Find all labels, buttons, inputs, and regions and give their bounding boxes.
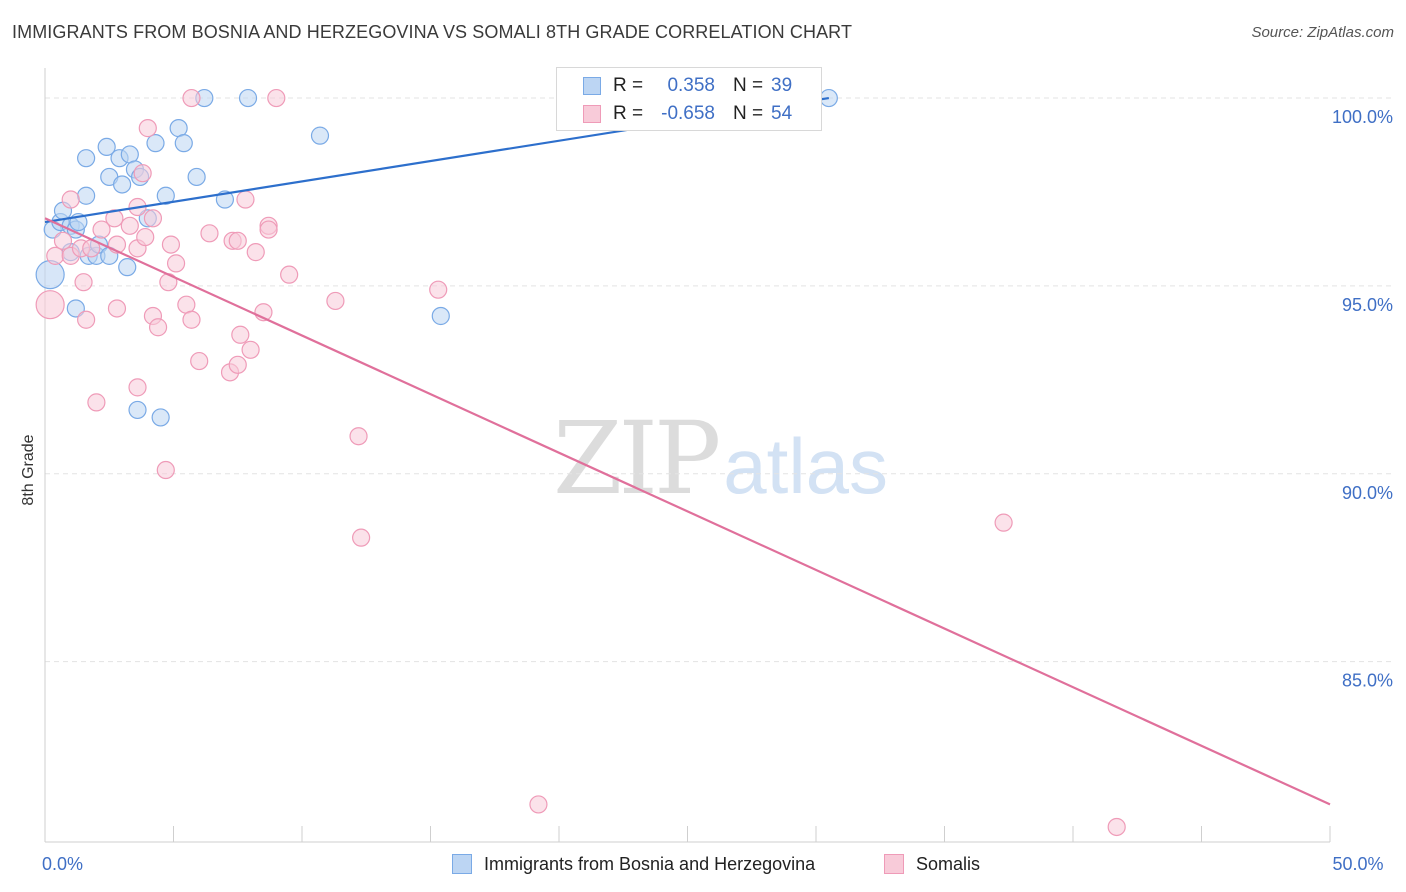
legend-label-somalis: Somalis (916, 854, 981, 874)
point-bosnia (112, 175, 132, 194)
point-somalis (133, 164, 152, 183)
point-somalis (107, 299, 127, 318)
tick-label-layer: 100.0% 95.0% 90.0% 85.0% 0.0% 50.0% (42, 107, 1393, 874)
stats-row-bosnia: R = 0.358 N = 39 (557, 72, 821, 100)
point-somalis (1107, 817, 1126, 837)
point-somalis (231, 325, 250, 344)
point-somalis (182, 310, 201, 329)
point-somalis (105, 209, 124, 228)
point-bosnia (118, 258, 137, 277)
trend-line-somalis (44, 217, 1331, 806)
point-somalis (46, 246, 65, 265)
point-bosnia (156, 186, 175, 205)
point-bosnia (174, 134, 193, 153)
point-somalis (128, 378, 147, 397)
n-label: N = (733, 75, 764, 96)
point-bosnia (431, 306, 450, 326)
point-somalis (156, 460, 175, 480)
point-large-somalis (35, 290, 65, 320)
chart-source: Source: ZipAtlas.com (1251, 24, 1394, 41)
r-value-bosnia: 0.358 (667, 75, 715, 96)
point-somalis (53, 231, 73, 250)
point-somalis (77, 310, 96, 329)
points-layer (35, 88, 1126, 837)
point-bosnia (151, 408, 170, 427)
point-somalis (61, 190, 80, 209)
point-somalis (143, 209, 163, 228)
point-bosnia (77, 149, 96, 168)
grid-layer (45, 97, 1395, 663)
point-somalis (236, 190, 255, 209)
point-somalis (352, 528, 371, 547)
point-somalis (241, 340, 260, 359)
point-bosnia (187, 167, 206, 187)
point-somalis (349, 427, 368, 446)
n-label: N = (733, 103, 764, 124)
point-somalis (148, 318, 168, 337)
r-label: R = (613, 103, 644, 124)
point-somalis (87, 393, 106, 412)
point-somalis (190, 351, 209, 371)
stats-swatch-somalis (583, 105, 601, 123)
point-somalis (161, 235, 181, 254)
point-bosnia (77, 186, 96, 205)
stats-row-somalis: R = -0.658 N = 54 (557, 100, 821, 128)
point-somalis (994, 513, 1013, 532)
n-value-bosnia: 39 (771, 75, 793, 96)
point-somalis (177, 295, 196, 314)
legend-swatch-bosnia (452, 854, 472, 874)
x-tick-label: 0.0% (42, 854, 83, 874)
point-somalis (259, 220, 278, 239)
point-large-bosnia (35, 260, 65, 290)
y-tick-label: 95.0% (1342, 295, 1393, 315)
correlation-stats-box: R = 0.358 N = 39 R = -0.658 N = 54 (556, 67, 822, 131)
point-bosnia (169, 119, 188, 138)
stats-swatch-bosnia (583, 77, 601, 95)
r-label: R = (613, 75, 644, 96)
point-somalis (228, 355, 247, 374)
legend: Immigrants from Bosnia and Herzegovina S… (0, 852, 1406, 876)
point-somalis (200, 224, 219, 243)
point-somalis (74, 273, 93, 292)
point-somalis (228, 231, 247, 250)
point-bosnia (146, 134, 165, 153)
axis-layer (44, 68, 1331, 843)
point-somalis (280, 265, 299, 284)
r-value-somalis: -0.658 (661, 103, 715, 124)
point-bosnia (128, 400, 147, 420)
point-somalis (246, 243, 265, 262)
point-somalis (267, 88, 286, 108)
point-bosnia (97, 137, 116, 157)
point-somalis (138, 119, 157, 138)
legend-label-bosnia: Immigrants from Bosnia and Herzegovina (484, 854, 816, 874)
y-tick-label: 100.0% (1332, 107, 1393, 127)
legend-swatch-somalis (884, 854, 904, 874)
point-bosnia (66, 299, 85, 318)
point-somalis (529, 795, 548, 814)
point-bosnia (310, 126, 330, 145)
y-tick-label: 85.0% (1342, 671, 1393, 691)
y-tick-label: 90.0% (1342, 483, 1393, 503)
point-somalis (92, 220, 111, 239)
x-tick-label: 50.0% (1332, 854, 1383, 874)
point-somalis (136, 227, 155, 247)
point-somalis (182, 88, 201, 108)
point-somalis (166, 254, 186, 273)
point-somalis (429, 280, 448, 299)
point-bosnia (238, 88, 258, 108)
chart-title: IMMIGRANTS FROM BOSNIA AND HERZEGOVINA V… (12, 22, 853, 42)
point-somalis (326, 291, 345, 311)
n-value-somalis: 54 (771, 103, 793, 124)
point-bosnia (120, 145, 139, 164)
point-somalis (120, 216, 139, 235)
